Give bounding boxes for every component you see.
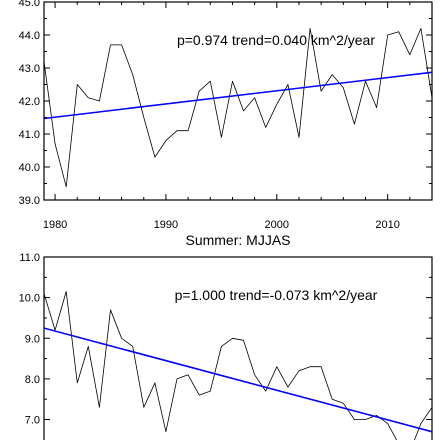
panel-1-y-tick-label: 41.0 [19, 129, 40, 141]
panel-1-y-tick-label: 43.0 [19, 63, 40, 75]
panel-2-y-tick-label: 9.0 [25, 333, 40, 345]
panel-1-y-tick-label: 40.0 [19, 162, 40, 174]
panel-1-y-tick-label: 42.0 [19, 96, 40, 108]
panel-1-trend-line [44, 71, 432, 120]
panel-2-data-line [44, 291, 432, 440]
panel-2-y-tick-label: 7.0 [25, 415, 40, 427]
panel-1-y-tick-label: 44.0 [19, 30, 40, 42]
panel-1-x-tick-label: 2010 [375, 219, 399, 231]
panel-2-series-group [44, 291, 432, 440]
panel-2-y-tick-label: 10.0 [19, 293, 40, 305]
panel-1-series-group [44, 27, 432, 188]
panel-1-x-axis: 1980 1990 2000 2010 [43, 2, 433, 231]
panel-2-plot-frame [43, 256, 433, 440]
panel-1-x-tick-label: 1980 [43, 219, 67, 231]
panel-1-y-tick-label: 45.0 [19, 0, 40, 9]
panel-1-x-tick-label: 1990 [154, 219, 178, 231]
panel-1-y-axis: 39.0 40.0 41.0 42.0 43.0 44.0 45.0 [19, 0, 432, 207]
panel-2-y-axis: 7.0 8.0 9.0 10.0 11.0 [19, 252, 432, 427]
panel-2-y-tick-label: 8.0 [25, 374, 40, 386]
panel-1-x-tick-label: 2000 [265, 219, 289, 231]
chart-panel-2: Summer: MJJAS 7.0 8.0 9.0 10.0 11.0 p=1.000 … [19, 232, 433, 440]
chart-panel-1: 39.0 40.0 41.0 42.0 43.0 44.0 45.0 1980 1990 200… [19, 0, 433, 231]
panel-2-title: Summer: MJJAS [185, 232, 290, 248]
panel-1-data-line [44, 27, 432, 188]
panel-1-y-tick-label: 39.0 [19, 195, 40, 207]
panel-1-annotation: p=0.974 trend=0.040 km^2/year [177, 32, 375, 48]
panel-2-trend-line [44, 327, 432, 433]
panel-2-y-tick-label: 11.0 [19, 252, 40, 264]
panel-2-annotation: p=1.000 trend=-0.073 km^2/year [175, 287, 378, 303]
